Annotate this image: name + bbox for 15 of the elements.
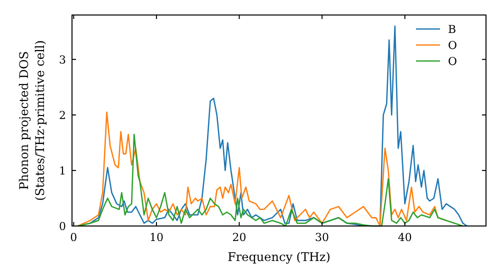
y-tick-label: 1: [59, 164, 66, 178]
y-tick-label: 0: [59, 220, 66, 233]
y-axis-title: Phonon projected DOS (States/THz·primitive cell): [17, 40, 47, 201]
y-tick-label: 3: [59, 53, 66, 66]
legend-label: O: [448, 54, 458, 68]
x-axis-title: Frequency (THz): [228, 250, 330, 264]
x-tick-label: 20: [232, 231, 246, 244]
x-tick-label: 10: [149, 231, 164, 244]
x-tick-label: 40: [398, 231, 412, 244]
legend-label: O: [448, 38, 458, 52]
x-tick-label: 0: [70, 231, 78, 244]
legend-label: B: [448, 22, 456, 36]
line-series: [77, 134, 464, 227]
x-tick-label: 30: [315, 231, 330, 244]
y-tick-label: 2: [59, 108, 66, 122]
